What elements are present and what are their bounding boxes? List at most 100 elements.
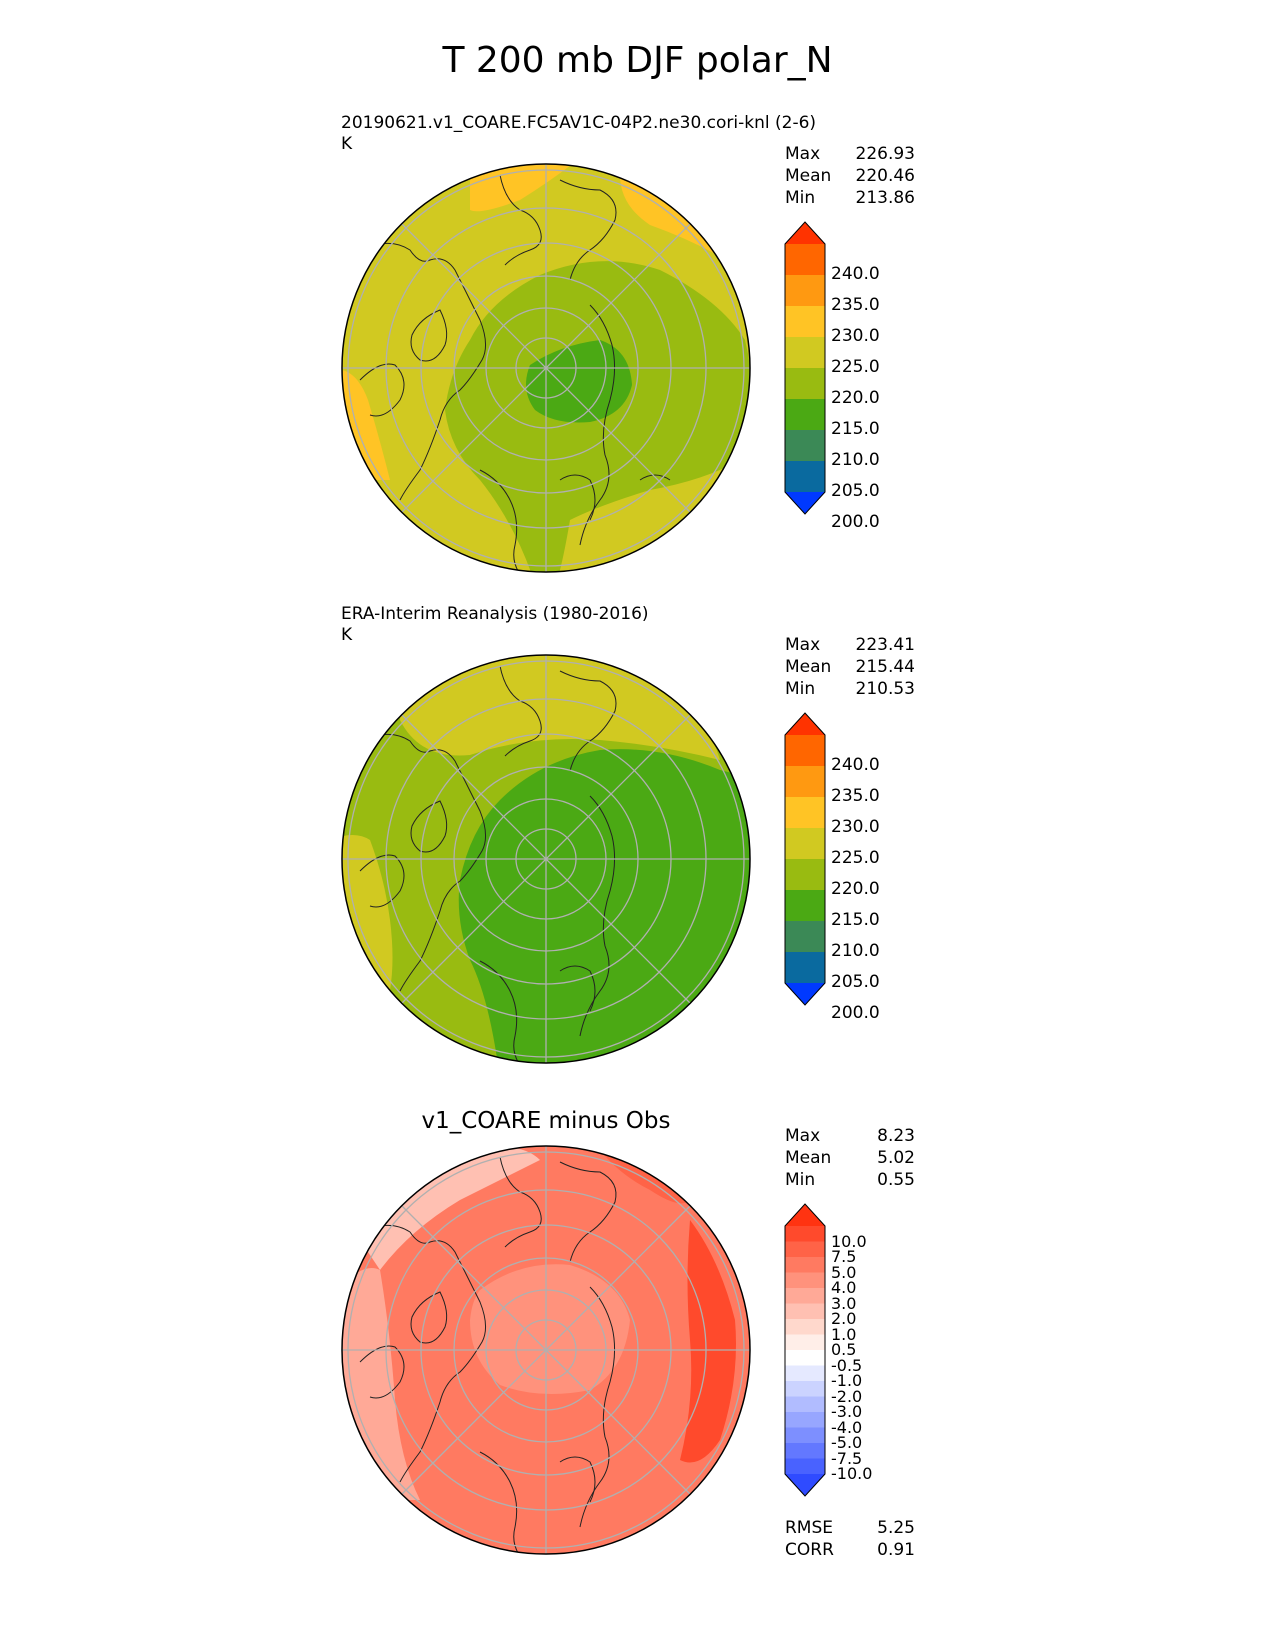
colorbar-segment — [785, 1226, 825, 1242]
colorbar-extend-max — [785, 713, 825, 735]
colorbar-extend-min — [785, 492, 825, 514]
colorbar-segment — [785, 735, 825, 767]
map-panel-test — [341, 163, 751, 573]
stat-value: 5.02 — [877, 1148, 915, 1168]
colorbar-segment — [785, 1241, 825, 1258]
colorbar-segment — [785, 461, 825, 493]
colorbar-segment — [785, 430, 825, 462]
graticule — [342, 655, 750, 1063]
colorbar-segment — [785, 1396, 825, 1413]
stat-label: Mean — [785, 166, 832, 186]
colorbar-segment — [785, 766, 825, 798]
colorbar-segment — [785, 797, 825, 829]
colorbar-segment — [785, 890, 825, 922]
stat-value: 226.93 — [855, 144, 915, 164]
colorbar-tick-label: 240.0 — [831, 264, 880, 284]
figure-title: T 200 mb DJF polar_N — [442, 40, 833, 81]
colorbar-segment — [785, 952, 825, 984]
colorbar-segment — [785, 1381, 825, 1397]
colorbar-tick-label: 220.0 — [831, 388, 880, 408]
colorbar-extend-max — [785, 222, 825, 244]
colorbar-tick-label: 0.5 — [831, 1340, 857, 1359]
colorbar-test — [784, 221, 826, 515]
colorbar-segment — [785, 1272, 825, 1289]
map-panel-reference — [341, 654, 751, 1064]
colorbar-outline — [784, 221, 826, 515]
panel2-stats: Max 223.41 Mean 215.44 Min 210.53 — [785, 634, 915, 700]
colorbar-tick-label: 200.0 — [831, 512, 880, 532]
colorbar-tick-label: 215.0 — [831, 419, 880, 439]
stat-value: 223.41 — [855, 635, 915, 655]
colorbar-segment — [785, 828, 825, 860]
panel3-stats: Max 8.23 Mean 5.02 Min 0.55 — [785, 1125, 915, 1191]
graticule — [342, 164, 750, 572]
temperature-field — [342, 655, 750, 1063]
colorbar-segment — [785, 275, 825, 307]
colorbar-segment — [785, 1288, 825, 1304]
stat-label: Min — [785, 188, 816, 208]
colorbar-tick-label: -10.0 — [831, 1464, 873, 1483]
panel1-stats: Max 226.93 Mean 220.46 Min 213.86 — [785, 143, 915, 209]
colorbar-segment — [785, 306, 825, 338]
colorbar-tick-label: -2.0 — [831, 1386, 863, 1406]
colorbar-segment — [785, 1350, 825, 1366]
colorbar-tick-label: 235.0 — [831, 295, 880, 315]
stat-value: 220.46 — [855, 166, 915, 186]
colorbar-tick-label: 230.0 — [831, 817, 880, 837]
colorbar-difference — [784, 1203, 826, 1497]
temperature-field — [342, 164, 750, 572]
panel2-units: K — [341, 625, 353, 645]
map-boundary — [341, 163, 751, 573]
colorbar-tick-label: 225.0 — [831, 357, 880, 377]
colorbar-tick-label: 205.0 — [831, 972, 880, 992]
stat-label: Max — [785, 635, 821, 655]
panel1-units: K — [341, 134, 353, 154]
colorbar-extend-max — [785, 1204, 825, 1226]
metric-label: CORR — [785, 1540, 834, 1560]
stat-label: Mean — [785, 1148, 832, 1168]
colorbar-segment — [785, 1365, 825, 1382]
stat-label: Mean — [785, 657, 832, 677]
colorbar-segment — [785, 337, 825, 369]
colorbar-outline — [784, 1203, 826, 1497]
colorbar-segment — [785, 859, 825, 891]
colorbar-tick-label: 225.0 — [831, 848, 880, 868]
colorbar-tick-label: -4.0 — [831, 1417, 863, 1437]
colorbar-tick-label: 3.0 — [831, 1293, 857, 1313]
colorbar-tick-label: 210.0 — [831, 941, 880, 961]
colorbar-tick-label: 10.0 — [831, 1231, 867, 1251]
stat-label: Max — [785, 144, 821, 164]
colorbar-tick-label: 200.0 — [831, 1003, 880, 1023]
colorbar-segment — [785, 1257, 825, 1273]
metric-label: RMSE — [785, 1518, 834, 1538]
stat-value: 210.53 — [855, 679, 915, 699]
colorbar-segment — [785, 399, 825, 431]
colorbar-tick-label: -3.0 — [831, 1402, 863, 1421]
panel1-title: 20190621.v1_COARE.FC5AV1C-04P2.ne30.cori… — [341, 113, 816, 155]
coastlines — [359, 1156, 617, 1554]
colorbar-tick-label: 2.0 — [831, 1309, 857, 1328]
colorbar-tick-label: 4.0 — [831, 1278, 857, 1297]
colorbar-segment — [785, 1303, 825, 1320]
panel2-title-line1: ERA-Interim Reanalysis (1980-2016) — [341, 604, 649, 624]
stat-label: Max — [785, 1126, 821, 1146]
colorbar-tick-label: 205.0 — [831, 481, 880, 501]
panel3-title: v1_COARE minus Obs — [421, 1108, 671, 1134]
colorbar-segment — [785, 1334, 825, 1351]
metric-value: 5.25 — [877, 1518, 915, 1538]
panel2-title: ERA-Interim Reanalysis (1980-2016) K — [341, 604, 649, 646]
colorbar-reference — [784, 712, 826, 1006]
colorbar-extend-min — [785, 983, 825, 1005]
panel3-metrics: RMSE 5.25 CORR 0.91 — [785, 1517, 915, 1561]
colorbar-segment — [785, 1412, 825, 1428]
panel1-title-line1: 20190621.v1_COARE.FC5AV1C-04P2.ne30.cori… — [341, 113, 817, 133]
stat-label: Min — [785, 679, 816, 699]
colorbar-tick-label: -0.5 — [831, 1355, 863, 1375]
colorbar-tick-label: 210.0 — [831, 450, 880, 470]
colorbar-segment — [785, 244, 825, 276]
colorbar-tick-label: -5.0 — [831, 1433, 863, 1452]
colorbar-tick-label: 215.0 — [831, 910, 880, 930]
colorbar-tick-label: -7.5 — [831, 1448, 863, 1468]
colorbar-segment — [785, 1427, 825, 1444]
